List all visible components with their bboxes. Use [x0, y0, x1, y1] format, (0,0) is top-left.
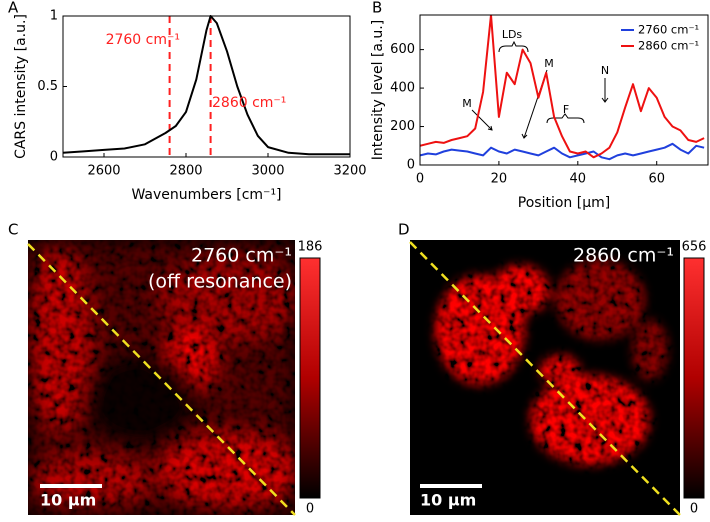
x-tick-label: 60: [648, 172, 665, 187]
y-tick-label: 0: [50, 150, 58, 165]
x-axis-label: Wavenumbers [cm⁻¹]: [131, 187, 281, 203]
x-tick-label: 0: [416, 172, 424, 187]
colorbar: [683, 257, 705, 499]
y-tick-label: 0: [407, 158, 415, 173]
colorbar: [299, 257, 321, 499]
panel-label: B: [372, 0, 382, 17]
annotation: M: [544, 57, 554, 70]
axes-frame: [419, 14, 709, 166]
annotation: F: [563, 103, 569, 116]
image-panel-d: D 2860 cm⁻¹ 10 μm 656 0: [398, 221, 706, 517]
y-tick-label: 0.5: [37, 79, 58, 94]
y-axis-label: Intensity level [a.u.]: [370, 20, 386, 160]
x-tick-label: 2600: [87, 164, 120, 179]
panel-label: D: [398, 221, 410, 239]
y-axis-label: CARS intensity [a.u.]: [13, 14, 29, 159]
x-tick-label: 2800: [169, 164, 202, 179]
y-tick-label: 400: [390, 81, 415, 96]
x-tick-label: 3000: [251, 164, 284, 179]
x-axis-label: Position [μm]: [518, 195, 610, 211]
scale-bar: [420, 484, 482, 488]
axes-frame: [62, 15, 351, 158]
colorbar-max: 186: [298, 240, 323, 255]
annotation: 2860 cm⁻¹: [212, 95, 286, 111]
annotation: M: [462, 97, 472, 110]
colorbar-min: 0: [306, 502, 314, 517]
annotation: LDs: [502, 28, 523, 41]
legend-label: 2860 cm⁻¹: [638, 39, 699, 53]
profile-line: [409, 241, 681, 516]
annotation-marks: [471, 40, 609, 139]
x-tick-label: 40: [570, 172, 587, 187]
image-subtitle: (off resonance): [148, 271, 292, 293]
scale-bar-label: 10 μm: [420, 491, 476, 510]
data-line: [420, 142, 705, 161]
y-tick-label: 1: [50, 9, 58, 24]
y-tick-label: 600: [390, 42, 415, 57]
plot-area: [420, 15, 705, 161]
x-tick-label: 3200: [333, 164, 366, 179]
image-title: 2860 cm⁻¹: [573, 245, 674, 267]
panel-label: C: [8, 221, 18, 239]
colorbar-min: 0: [690, 502, 698, 517]
annotation: N: [601, 64, 609, 77]
scale-bar-label: 10 μm: [40, 491, 96, 510]
cars-image: [410, 240, 680, 515]
image-title: 2760 cm⁻¹: [191, 245, 292, 267]
legend-box: [618, 21, 704, 55]
colorbar-max: 656: [682, 240, 707, 255]
image-panel-c: C 2760 cm⁻¹ (off resonance) 10 μm 186 0: [8, 221, 322, 517]
y-tick-label: 200: [390, 119, 415, 134]
data-line: [420, 15, 705, 159]
scale-bar: [40, 484, 102, 488]
annotation: 2760 cm⁻¹: [106, 32, 180, 48]
legend-label: 2760 cm⁻¹: [638, 23, 699, 37]
panel-label: A: [8, 0, 19, 17]
x-tick-label: 20: [491, 172, 508, 187]
profile-line: [27, 243, 296, 516]
